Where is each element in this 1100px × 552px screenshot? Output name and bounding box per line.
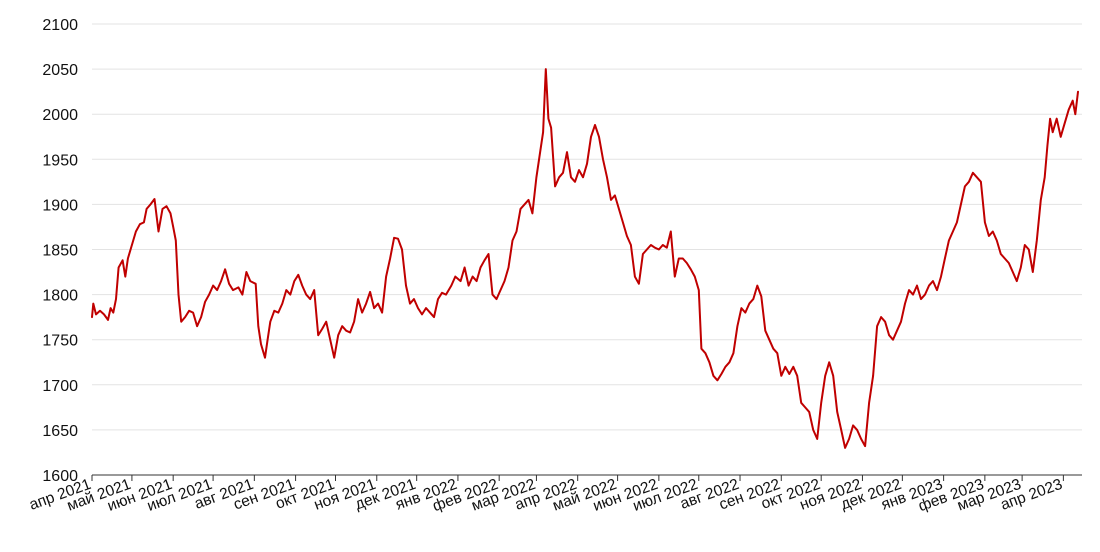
y-tick-label: 1800: [42, 288, 78, 305]
y-tick-label: 2100: [42, 17, 78, 34]
y-tick-label: 1900: [42, 197, 78, 214]
grid-lines: [92, 23, 1082, 431]
y-tick-label: 1600: [42, 468, 78, 485]
series-line: [91, 68, 1079, 449]
y-tick-label: 2000: [42, 107, 78, 124]
y-tick-label: 1850: [42, 243, 78, 260]
y-tick-label: 1950: [42, 152, 78, 169]
y-axis: 1600 1650 1700 1750 1800 1850 1900 1950 2000 2050…: [42, 17, 78, 485]
y-tick-label: 1700: [42, 378, 78, 395]
series-layer: [91, 68, 1079, 449]
y-tick-label: 1750: [42, 333, 78, 350]
y-tick-label: 2050: [42, 62, 78, 79]
y-tick-label: 1650: [42, 423, 78, 440]
